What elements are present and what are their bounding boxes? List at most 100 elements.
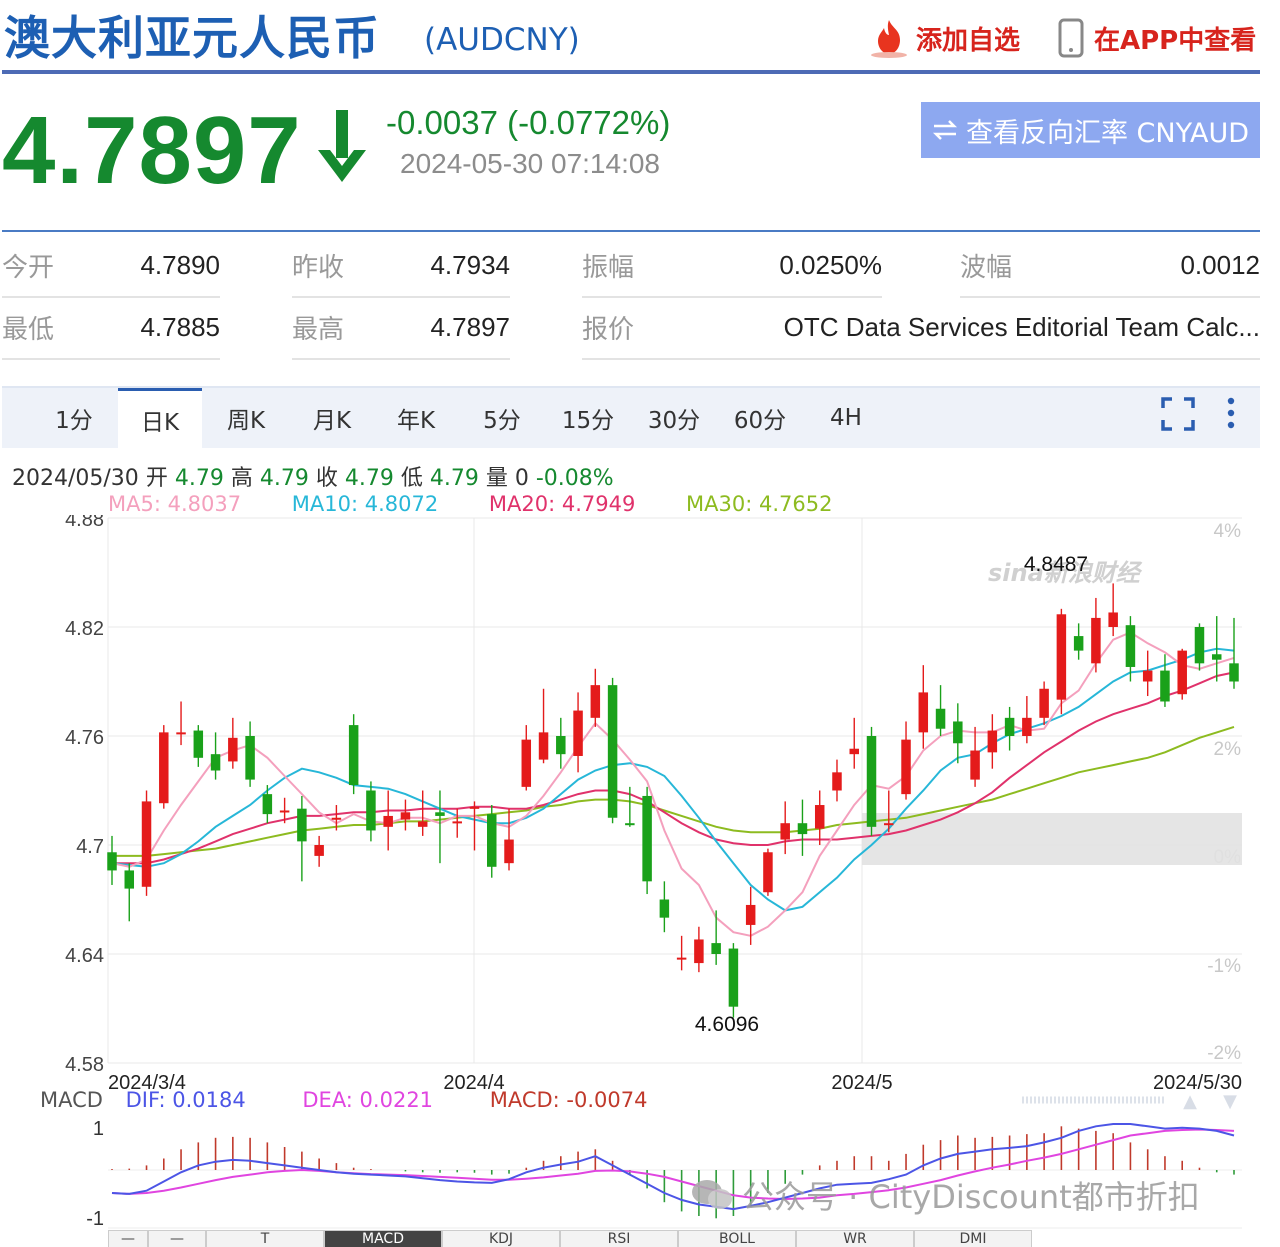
- ma10-line: [111, 647, 1235, 912]
- flame-icon: [871, 20, 907, 58]
- candle-body: [970, 750, 980, 780]
- macd-tick-label: -1: [86, 1208, 104, 1230]
- reverse-rate-button[interactable]: 查看反向汇率 CNYAUD: [921, 102, 1260, 158]
- add-favorite-button[interactable]: 添加自选: [868, 18, 1020, 58]
- tab-5min[interactable]: 5分: [483, 408, 521, 434]
- min-price-label: 4.6096: [695, 1013, 759, 1036]
- stat-label: 今开: [2, 252, 55, 283]
- candle-body: [763, 852, 773, 893]
- candle-body: [504, 839, 514, 864]
- candle-body: [556, 736, 566, 755]
- y-tick-label: 4.82: [65, 618, 104, 640]
- page-title: 澳大利亚元人民币: [4, 11, 380, 65]
- x-tick-label: 2024/4: [443, 1072, 504, 1094]
- candle-body: [124, 870, 135, 889]
- fullscreen-icon[interactable]: [1160, 396, 1196, 432]
- scroll-up-icon: ▲: [1183, 1091, 1197, 1112]
- ohlc-open-label: 开: [145, 466, 168, 491]
- tab-15min[interactable]: 15分: [561, 408, 615, 434]
- stat-source: 报价 OTC Data Services Editorial Team Calc…: [582, 296, 1260, 360]
- arrow-down-icon: [318, 110, 366, 182]
- watermark: 公众号 · CityDiscount都市折扣: [690, 1172, 1200, 1218]
- candle-body: [1004, 717, 1015, 736]
- tab-monthly[interactable]: 月K: [312, 408, 352, 434]
- wechat-icon: [692, 1180, 732, 1209]
- dif-legend: DIF: 0.0184: [125, 1088, 246, 1112]
- ma20-legend: MA20: 4.7949: [488, 492, 636, 516]
- indicator-tab-dmi[interactable]: DMI: [914, 1230, 1032, 1247]
- candle-body: [797, 823, 808, 835]
- candle-body: [521, 739, 532, 787]
- current-price: 4.7897: [2, 97, 302, 204]
- candle-body: [1056, 614, 1067, 700]
- candle-body: [1160, 670, 1170, 702]
- candle-body: [953, 721, 963, 744]
- candle-body: [935, 708, 946, 729]
- view-in-app-label: 在APP中查看: [1094, 25, 1257, 56]
- stat-value: 4.7897: [430, 311, 510, 342]
- symbol-code: (AUDCNY): [424, 22, 580, 58]
- price-band: [862, 813, 1242, 865]
- x-tick-label: 2024/3/4: [108, 1072, 186, 1094]
- more-vertical-icon[interactable]: [1224, 396, 1238, 432]
- add-favorite-label: 添加自选: [916, 25, 1021, 56]
- y-tick-label: 4.58: [65, 1054, 104, 1076]
- tab-yearly[interactable]: 年K: [396, 408, 436, 434]
- candle-body: [141, 801, 152, 887]
- candle-body: [1211, 654, 1222, 660]
- candle-body: [279, 810, 290, 813]
- x-tick-label: 2024/5: [831, 1072, 892, 1094]
- ohlc-date: 2024/05/30: [12, 466, 139, 491]
- period-tabs: 1分 日K 周K 月K 年K 5分 15分 30分 60分 4H: [2, 386, 1260, 448]
- stat-amplitude: 振幅 0.0250%: [582, 234, 882, 298]
- candle-body: [469, 806, 480, 809]
- stat-value: 4.7885: [140, 311, 220, 342]
- candle-body: [1091, 617, 1101, 664]
- tab-60min[interactable]: 60分: [733, 408, 787, 434]
- candle-body: [297, 808, 307, 842]
- candle-body: [228, 737, 238, 762]
- ohlc-vol-label: 量: [485, 466, 508, 491]
- macd-tick-label: 1: [93, 1118, 104, 1140]
- ohlc-vol: 0: [514, 466, 529, 491]
- indicator-tab-t[interactable]: T: [206, 1230, 324, 1247]
- reverse-rate-label: 查看反向汇率 CNYAUD: [965, 117, 1250, 149]
- tab-daily[interactable]: 日K: [118, 388, 202, 448]
- candle-body: [314, 845, 324, 856]
- candle-body: [1073, 636, 1084, 651]
- stat-label: 报价: [582, 314, 635, 345]
- candle-body: [538, 732, 549, 760]
- candle-body: [487, 814, 497, 867]
- candle-body: [1022, 717, 1032, 736]
- quote-timestamp: 2024-05-30 07:14:08: [400, 148, 660, 179]
- candle-body: [625, 823, 635, 826]
- pct-tick-label: 2%: [1214, 739, 1242, 760]
- stat-value: OTC Data Services Editorial Team Calc...: [783, 311, 1260, 342]
- indicator-tab-kdj[interactable]: KDJ: [442, 1230, 560, 1247]
- candle-body: [107, 852, 117, 871]
- tab-4h[interactable]: 4H: [830, 405, 862, 431]
- pct-tick-label: -1%: [1207, 956, 1241, 977]
- ohlc-summary: 2024/05/30 开 4.79 高 4.79 收 4.79 低 4.79 量…: [12, 460, 614, 492]
- stat-low: 最低 4.7885: [2, 296, 220, 360]
- macd-legend: MACD DIF: 0.0184 DEA: 0.0221 MACD: -0.00…: [40, 1088, 698, 1112]
- x-tick-label: 2024/5/30: [1153, 1072, 1242, 1094]
- indicator-tab-macd[interactable]: MACD: [324, 1230, 442, 1247]
- candle-body: [1142, 670, 1153, 682]
- tab-1min[interactable]: 1分: [55, 408, 93, 434]
- ma30-legend: MA30: 4.7652: [686, 492, 833, 516]
- indicator-tab-wr[interactable]: WR: [796, 1230, 914, 1247]
- tab-30min[interactable]: 30分: [647, 408, 701, 434]
- watermark-text: 公众号 · CityDiscount都市折扣: [742, 1178, 1200, 1216]
- indicator-tab-boll[interactable]: BOLL: [678, 1230, 796, 1247]
- candle-body: [590, 685, 601, 718]
- kline-chart[interactable]: 4.884.824.764.74.644.584%2%0%-1%-2%2024/…: [0, 515, 1270, 1245]
- indicator-tab-rsi[interactable]: RSI: [560, 1230, 678, 1247]
- view-in-app-button[interactable]: 在APP中查看: [1058, 18, 1256, 58]
- swap-icon: [932, 120, 957, 140]
- tab-weekly[interactable]: 周K: [226, 408, 266, 434]
- candle-body: [348, 725, 359, 786]
- indicator-tab-left[interactable]: —: [108, 1230, 148, 1247]
- indicator-tab-remove[interactable]: —: [148, 1230, 206, 1247]
- candle-body: [1039, 688, 1049, 718]
